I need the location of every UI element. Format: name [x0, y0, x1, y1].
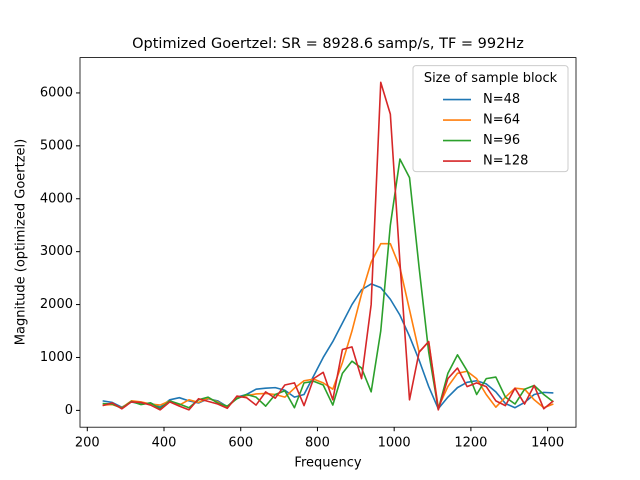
x-tick-label: 400: [152, 436, 177, 451]
legend-label: N=64: [483, 113, 520, 128]
y-tick-label: 1000: [40, 350, 73, 365]
y-tick-label: 0: [65, 403, 73, 418]
y-tick-label: 5000: [40, 138, 73, 153]
x-tick-label: 600: [228, 436, 253, 451]
x-tick-label: 800: [305, 436, 330, 451]
x-tick-label: 1000: [378, 436, 411, 451]
legend-title: Size of sample block: [424, 71, 558, 86]
y-tick-label: 4000: [40, 191, 73, 206]
line-series: [102, 283, 554, 410]
y-tick-label: 6000: [40, 85, 73, 100]
x-tick-label: 1400: [531, 436, 564, 451]
chart-title: Optimized Goertzel: SR = 8928.6 samp/s, …: [132, 36, 524, 52]
x-tick-label: 1200: [454, 436, 487, 451]
legend-label: N=96: [483, 133, 520, 148]
legend-label: N=48: [483, 92, 520, 107]
y-axis-label: Magnitude (optimized Goertzel): [14, 139, 29, 345]
line-series: [102, 81, 554, 411]
x-axis-label: Frequency: [294, 456, 361, 471]
line-series: [102, 158, 554, 411]
legend-label: N=128: [483, 154, 528, 169]
legend-box: [412, 65, 569, 173]
y-tick-label: 2000: [40, 297, 73, 312]
plot-frame: [79, 57, 577, 428]
x-tick-label: 200: [75, 436, 100, 451]
y-tick-label: 3000: [40, 244, 73, 259]
